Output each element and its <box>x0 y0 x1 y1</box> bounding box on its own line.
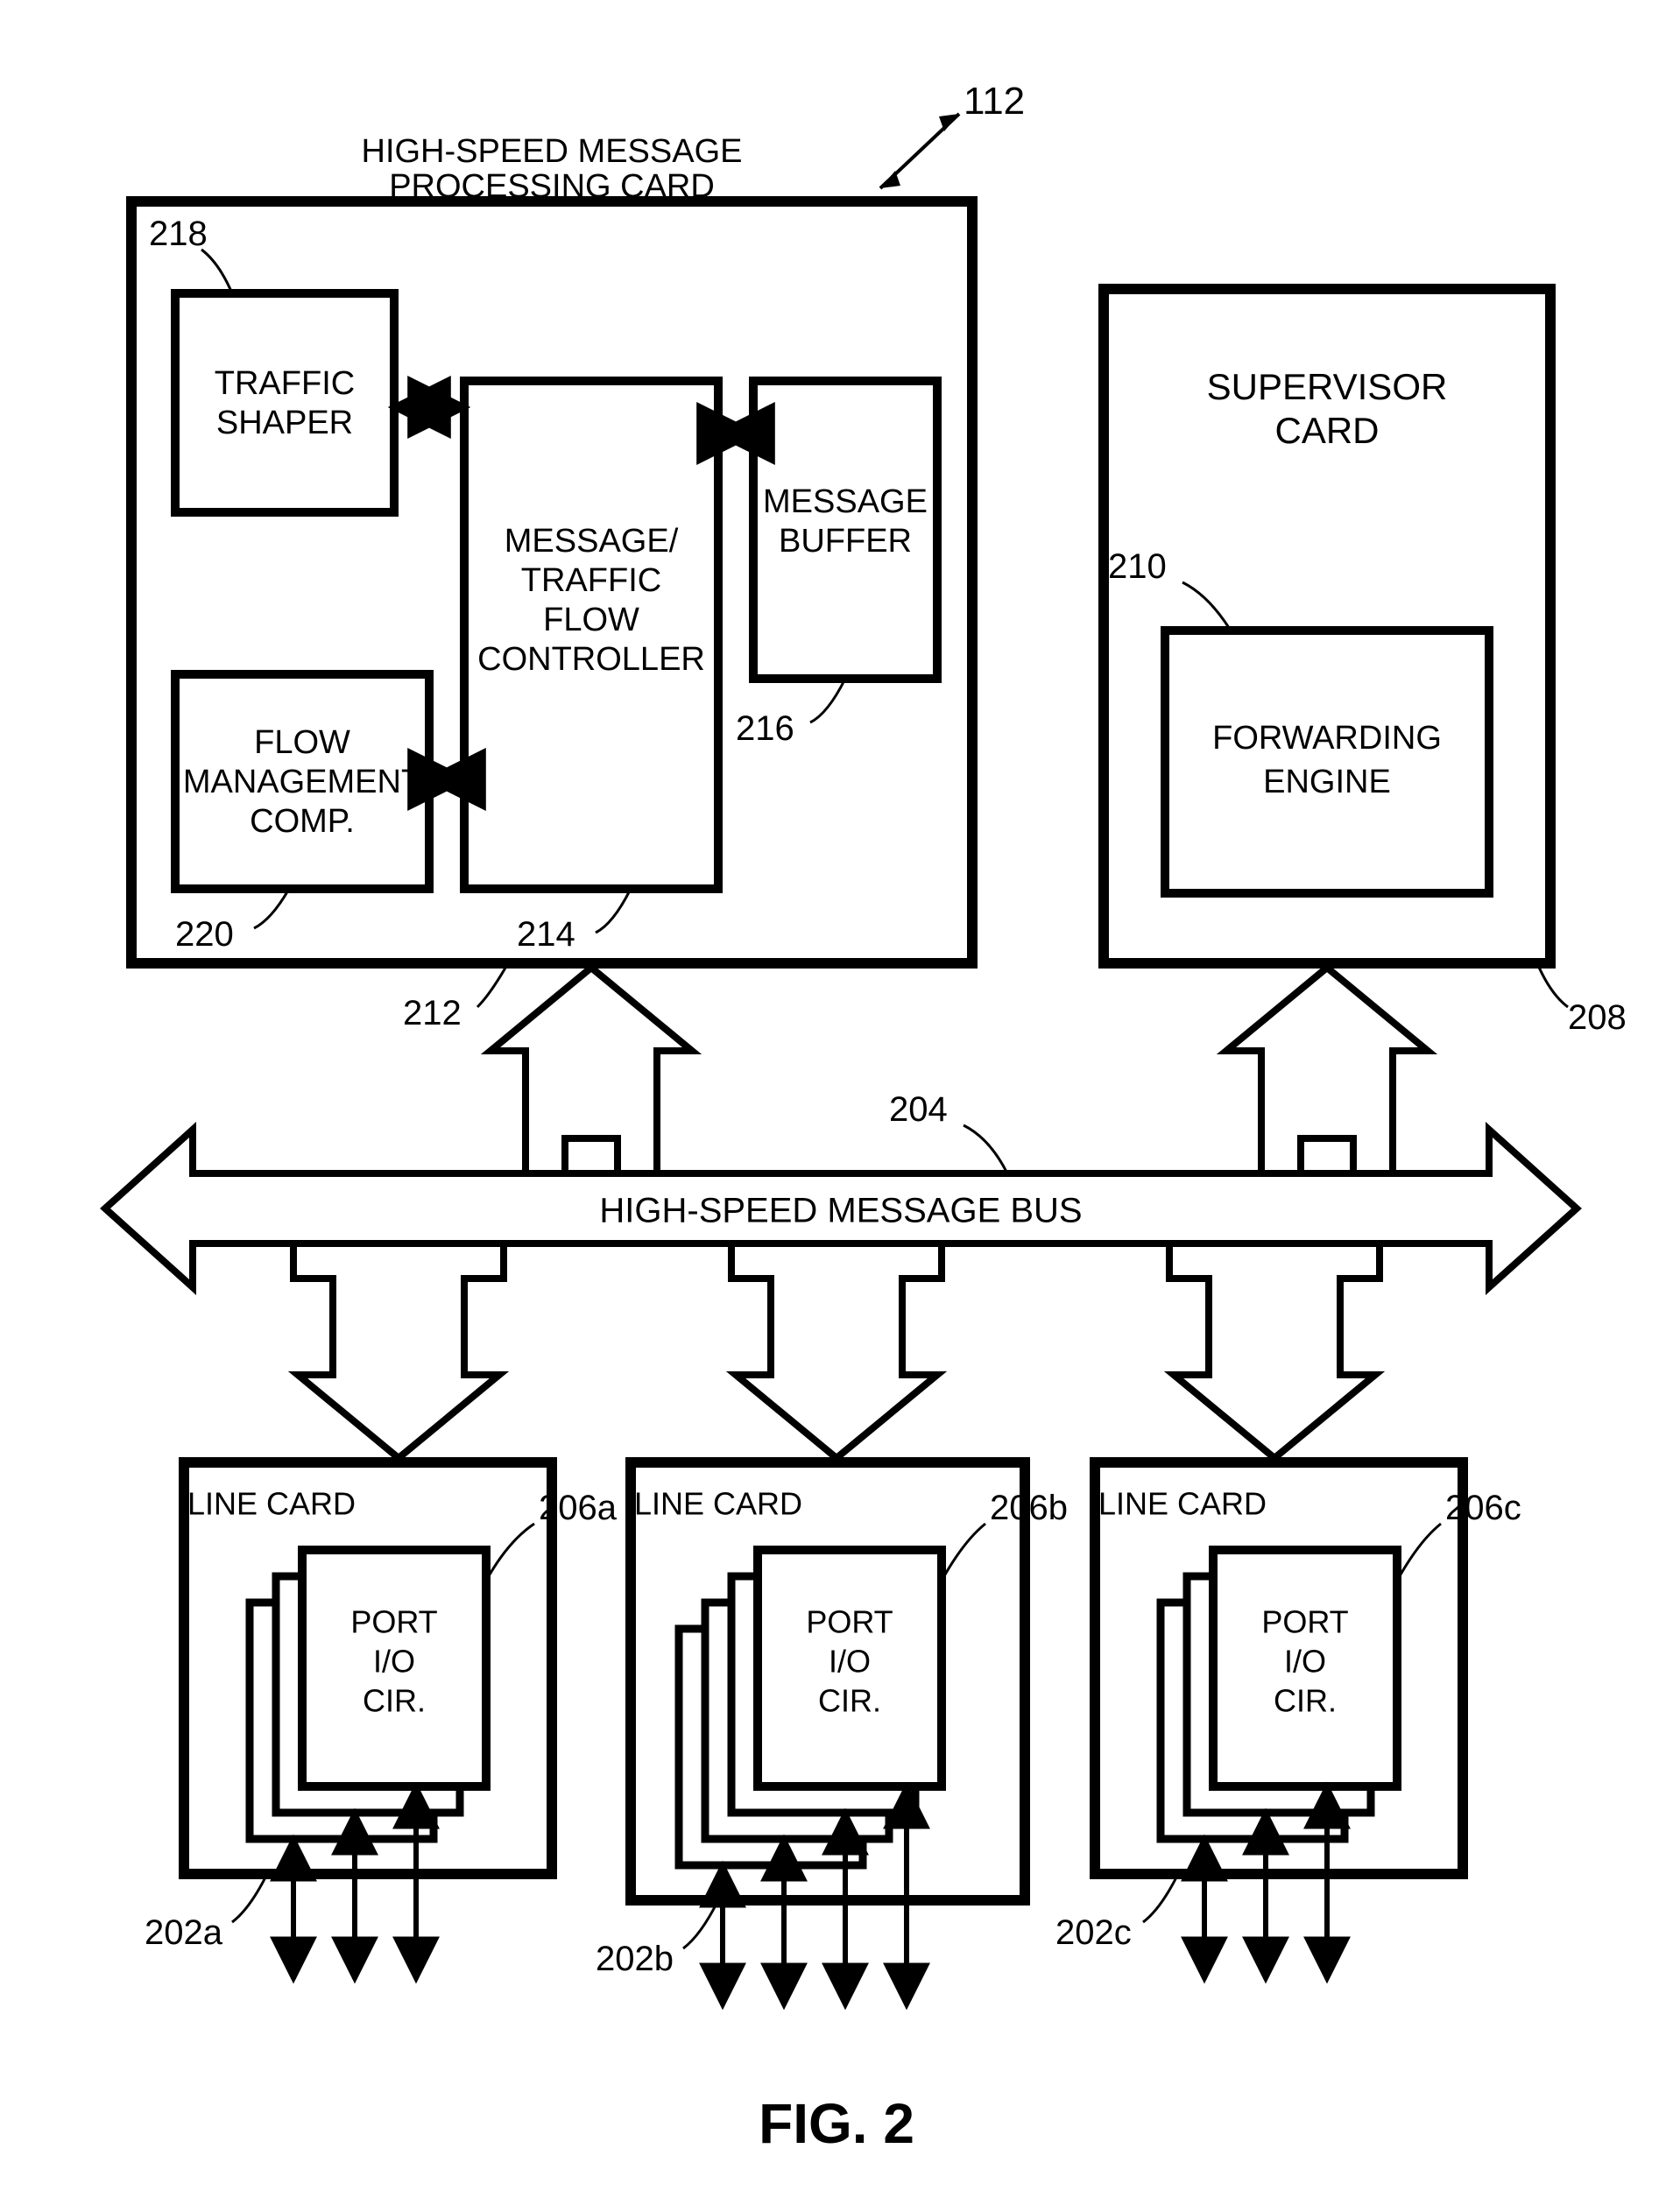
lc-c-port-2: I/O <box>1284 1644 1326 1680</box>
bus-stub-lc-b <box>731 1243 942 1458</box>
flow-mgmt-label-2: MANAGEMENT <box>183 764 421 800</box>
lc-a-port-2: I/O <box>373 1644 415 1680</box>
lc-a-port-1: PORT <box>350 1604 437 1640</box>
lc-b-port-2: I/O <box>829 1644 871 1680</box>
lc-a-port-3: CIR. <box>363 1683 426 1719</box>
buffer-block: MESSAGE BUFFER <box>753 381 937 679</box>
controller-label-2: TRAFFIC <box>521 562 661 599</box>
controller-label-4: CONTROLLER <box>477 641 705 678</box>
supervisor-title-1: SUPERVISOR <box>1207 366 1448 407</box>
lc-b-port-1: PORT <box>806 1604 893 1640</box>
flow-mgmt-label-3: COMP. <box>250 803 355 840</box>
line-card-b-title: LINE CARD <box>634 1486 802 1522</box>
lc-c-port-3: CIR. <box>1274 1683 1337 1719</box>
lc-c-port-1: PORT <box>1261 1604 1348 1640</box>
line-card-a: LINE CARD PORT I/O CIR. <box>184 1462 552 1979</box>
ref-206c: 206c <box>1445 1489 1521 1527</box>
bus-stub-proc <box>491 968 692 1173</box>
processing-card-title-2: PROCESSING CARD <box>389 168 715 205</box>
ref-202b: 202b <box>596 1940 674 1978</box>
bus-label: HIGH-SPEED MESSAGE BUS <box>599 1192 1082 1230</box>
controller-block: MESSAGE/ TRAFFIC FLOW CONTROLLER <box>464 381 718 889</box>
line-card-c-title: LINE CARD <box>1098 1486 1267 1522</box>
fwd-engine-label-2: ENGINE <box>1263 764 1391 800</box>
ref-214: 214 <box>517 915 575 954</box>
traffic-shaper-label-2: SHAPER <box>216 405 353 441</box>
ref-212: 212 <box>403 994 462 1032</box>
ref-210: 210 <box>1108 547 1167 586</box>
ref-202a: 202a <box>145 1913 223 1952</box>
controller-label-3: FLOW <box>543 602 639 638</box>
line-card-c: LINE CARD PORT I/O CIR. <box>1095 1462 1463 1979</box>
processing-card: HIGH-SPEED MESSAGE PROCESSING CARD TRAFF… <box>131 133 972 963</box>
lc-b-port-3: CIR. <box>818 1683 881 1719</box>
ref-216: 216 <box>736 709 794 748</box>
supervisor-card: SUPERVISOR CARD FORWARDING ENGINE 210 <box>1104 289 1550 963</box>
traffic-shaper-block: TRAFFIC SHAPER <box>175 293 394 512</box>
bus-stub-lc-c <box>1169 1243 1380 1458</box>
ref-208: 208 <box>1568 998 1627 1037</box>
bus-stub-sup <box>1226 968 1428 1173</box>
flow-mgmt-block: FLOW MANAGEMENT COMP. <box>175 674 429 889</box>
buffer-label-1: MESSAGE <box>763 483 928 520</box>
line-card-a-title: LINE CARD <box>187 1486 356 1522</box>
ref-206b: 206b <box>990 1489 1068 1527</box>
forwarding-engine-block: FORWARDING ENGINE <box>1165 630 1489 893</box>
fwd-engine-label-1: FORWARDING <box>1212 720 1442 757</box>
ref-202c: 202c <box>1055 1913 1132 1952</box>
controller-label-1: MESSAGE/ <box>505 523 679 560</box>
ref-220: 220 <box>175 915 234 954</box>
supervisor-title-2: CARD <box>1274 410 1379 451</box>
ref-112: 112 <box>964 80 1025 123</box>
ref-206a: 206a <box>539 1489 618 1527</box>
bus-stub-lc-a <box>293 1243 504 1458</box>
ref-204: 204 <box>889 1090 948 1129</box>
processing-card-title-1: HIGH-SPEED MESSAGE <box>362 133 743 170</box>
figure-caption: FIG. 2 <box>759 2092 914 2155</box>
flow-mgmt-label-1: FLOW <box>254 724 350 761</box>
buffer-label-2: BUFFER <box>779 523 912 560</box>
ref-218: 218 <box>149 215 208 253</box>
traffic-shaper-label-1: TRAFFIC <box>215 365 355 402</box>
